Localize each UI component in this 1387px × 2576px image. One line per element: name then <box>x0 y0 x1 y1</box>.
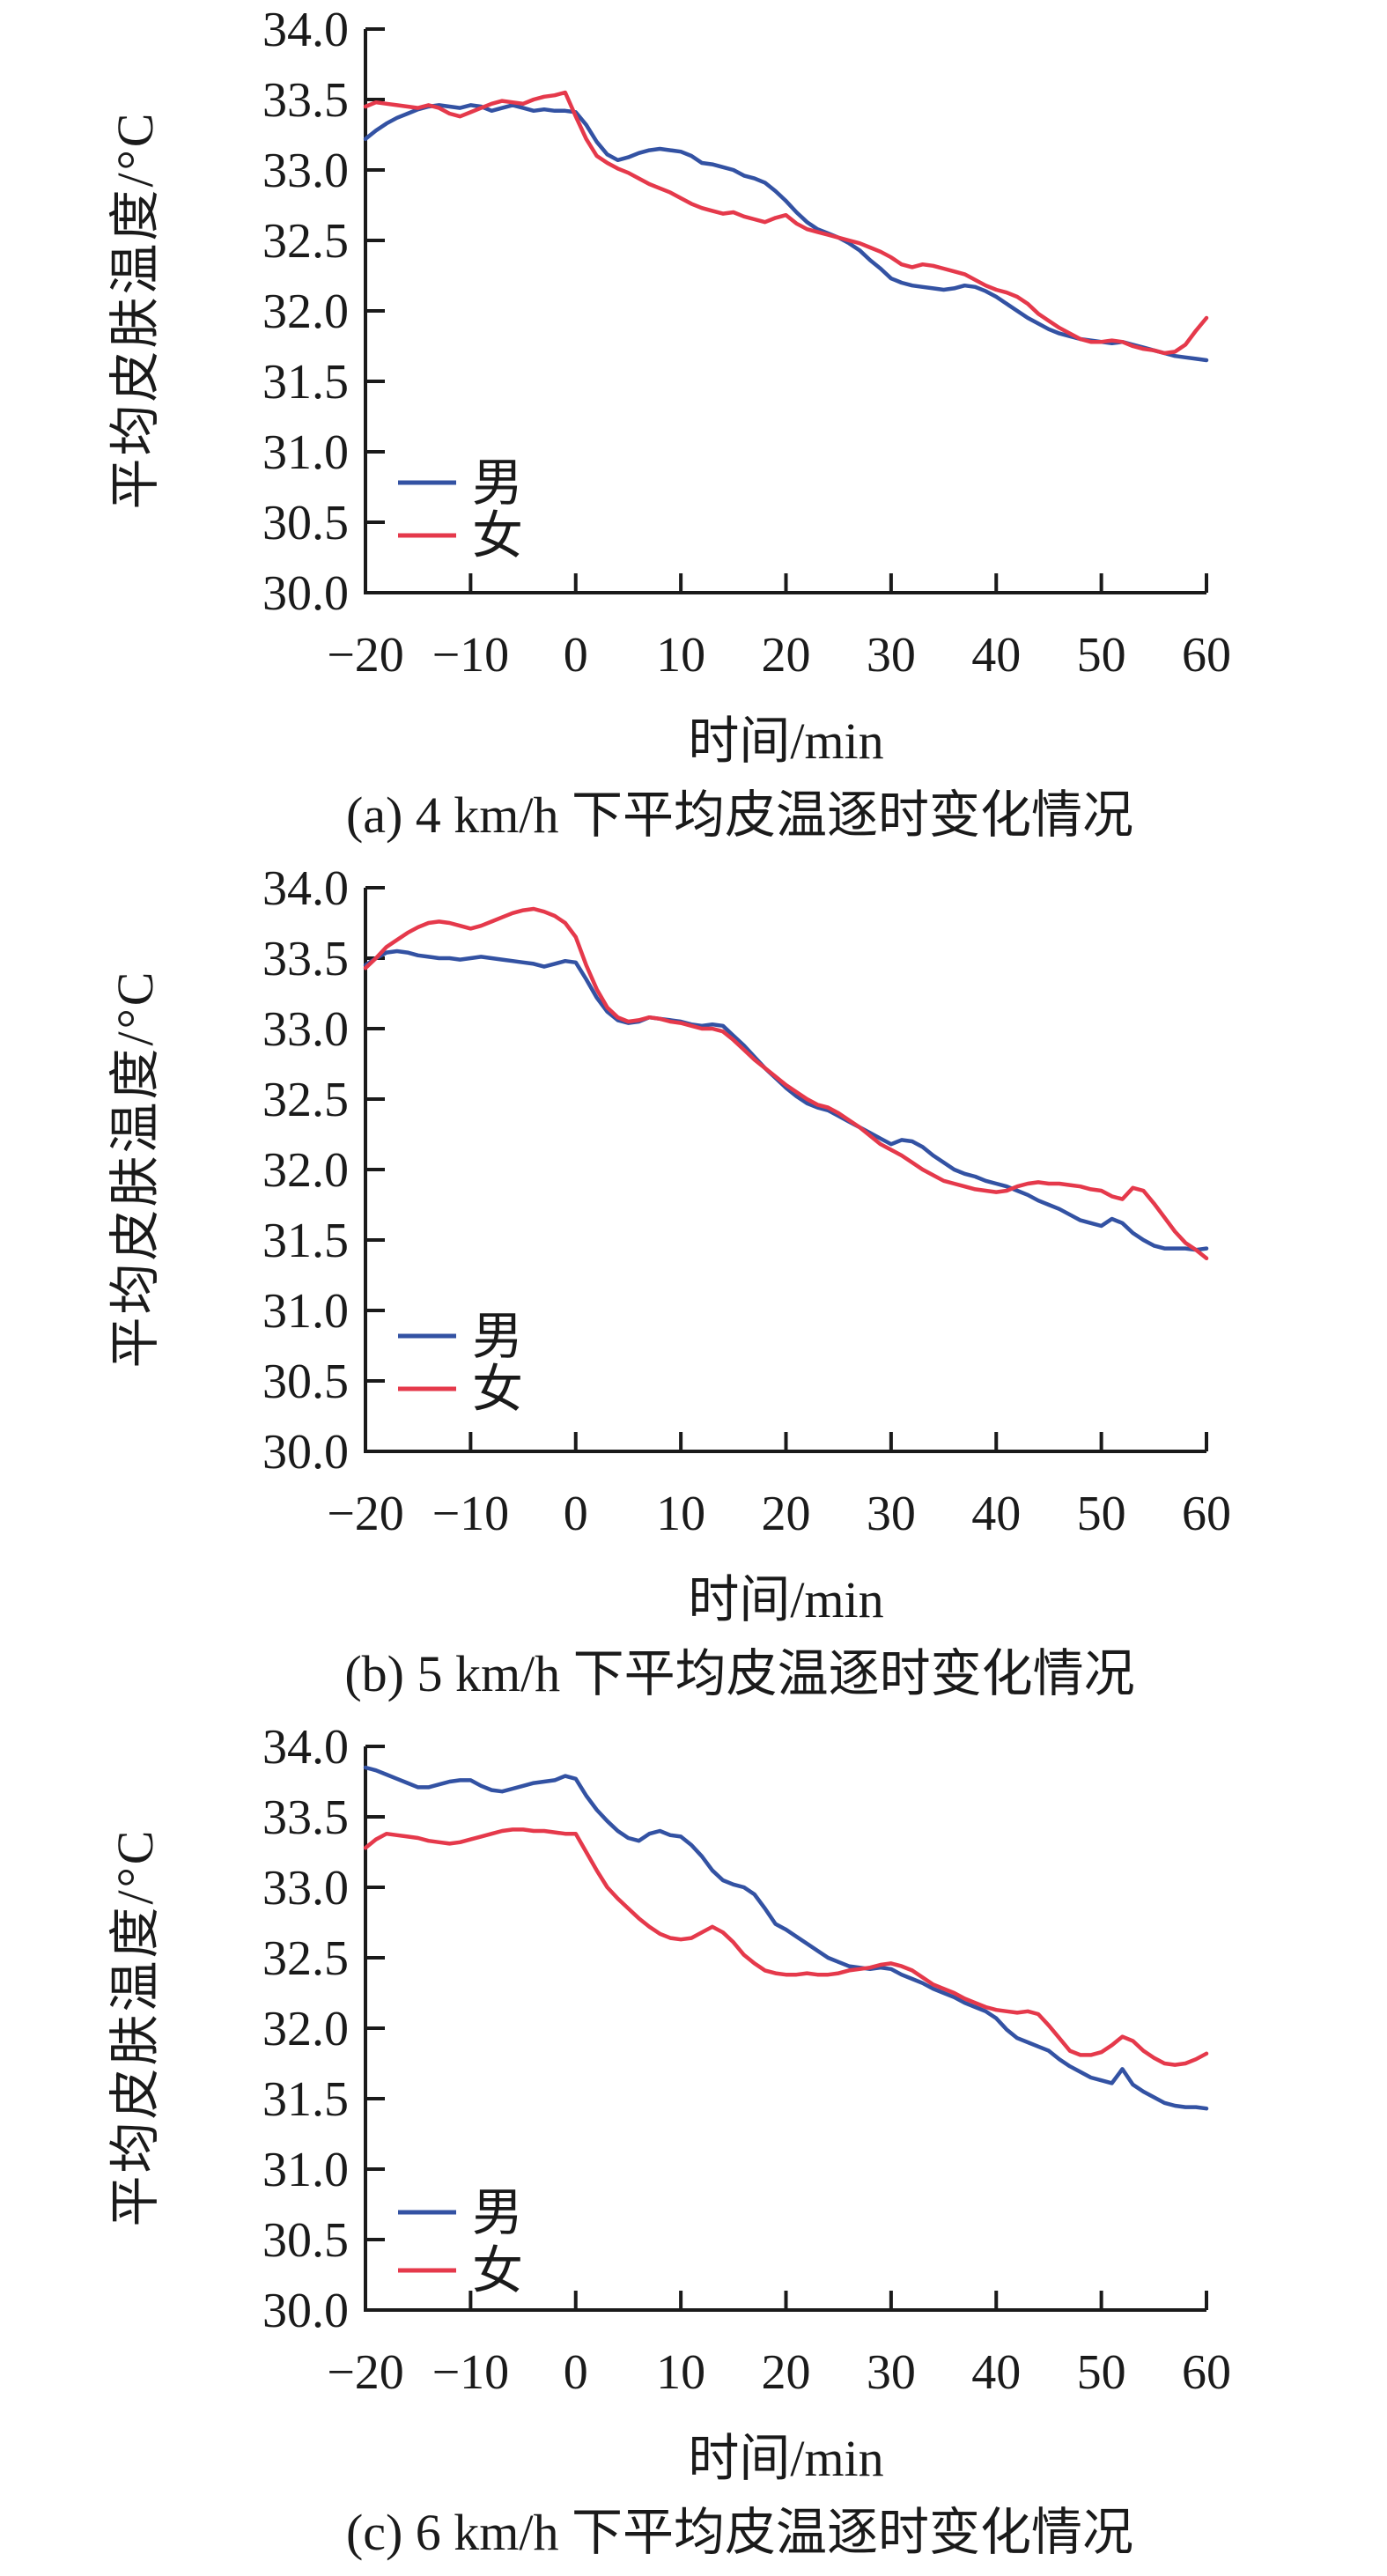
legend-label-male: 男 <box>472 2184 523 2241</box>
y-tick-label: 32.5 <box>262 214 349 269</box>
x-tick-label: −20 <box>327 628 404 683</box>
y-tick-label: 32.5 <box>262 1073 349 1127</box>
series-line-male <box>363 1765 1209 2111</box>
series-line-male <box>363 103 1209 363</box>
x-tick-label: 30 <box>867 2345 916 2400</box>
y-axis-title: 平均皮肤温度/°C <box>107 110 164 510</box>
chart-5kmh: 34.0 33.5 33.0 32.5 32.0 31.5 31.0 30.5 30.0 −20−… <box>0 859 1387 1717</box>
plot-area-6kmh: 34.0 33.5 33.0 32.5 32.0 31.5 31.0 30.5 30.0 −20−… <box>262 1720 1231 2400</box>
chart-6kmh: 34.0 33.5 33.0 32.5 32.0 31.5 31.0 30.5 30.0 −20−… <box>0 1717 1387 2576</box>
y-tick-label: 31.5 <box>262 1214 349 1268</box>
series-line-female <box>363 1827 1209 2067</box>
x-axis-title: 时间/min <box>688 1571 884 1628</box>
x-tick-label: 10 <box>656 628 705 683</box>
y-tick-label: 34.0 <box>262 861 349 916</box>
y-tick-label: 32.0 <box>262 1143 349 1198</box>
x-tick-label: 20 <box>762 1487 811 1541</box>
chart-4kmh: 34.0 33.5 33.0 32.5 32.0 31.5 31.0 30.5 30.0 −20−… <box>0 0 1387 859</box>
x-tick-label: −20 <box>327 1487 404 1541</box>
y-tick-label: 30.0 <box>262 2284 349 2338</box>
x-tick-label: −20 <box>327 2345 404 2400</box>
x-tick-label: 60 <box>1182 1487 1231 1541</box>
y-tick-label: 32.0 <box>262 284 349 339</box>
y-tick-label: 30.5 <box>262 2213 349 2268</box>
x-tick-label: 60 <box>1182 628 1231 683</box>
y-tick-label: 32.5 <box>262 1931 349 1986</box>
x-tick-label: 20 <box>762 2345 811 2400</box>
legend-label-male: 男 <box>472 454 523 512</box>
y-tick-label: 31.5 <box>262 2072 349 2127</box>
series-line-female <box>363 90 1209 356</box>
y-tick-label: 33.5 <box>262 932 349 986</box>
x-tick-label: 10 <box>656 1487 705 1541</box>
y-tick-label: 34.0 <box>262 1720 349 1775</box>
y-tick-label: 31.0 <box>262 425 349 480</box>
x-tick-label: −10 <box>432 2345 510 2400</box>
series-line-male <box>363 948 1209 1252</box>
x-tick-label: 40 <box>971 628 1021 683</box>
y-tick-label: 33.0 <box>262 1861 349 1915</box>
y-tick-label: 33.5 <box>262 1790 349 1845</box>
x-tick-label: 60 <box>1182 2345 1231 2400</box>
plot-area-4kmh: 34.0 33.5 33.0 32.5 32.0 31.5 31.0 30.5 30.0 −20−… <box>262 3 1231 683</box>
x-tick-label: −10 <box>432 1487 510 1541</box>
y-tick-label: 32.0 <box>262 2002 349 2056</box>
x-tick-label: 10 <box>656 2345 705 2400</box>
x-tick-label: 40 <box>971 2345 1021 2400</box>
y-tick-label: 30.5 <box>262 1354 349 1409</box>
x-tick-label: 20 <box>762 628 811 683</box>
y-tick-label: 33.0 <box>262 1002 349 1057</box>
x-tick-label: 50 <box>1077 628 1126 683</box>
y-tick-label: 34.0 <box>262 3 349 57</box>
y-tick-label: 30.0 <box>262 1425 349 1480</box>
y-tick-label: 31.0 <box>262 1284 349 1339</box>
x-tick-label: 30 <box>867 628 916 683</box>
y-tick-label: 31.5 <box>262 355 349 410</box>
x-tick-label: 0 <box>564 2345 588 2400</box>
x-tick-label: 0 <box>564 1487 588 1541</box>
x-tick-label: 40 <box>971 1487 1021 1541</box>
x-tick-label: 50 <box>1077 2345 1126 2400</box>
x-axis-title: 时间/min <box>688 2430 884 2487</box>
y-tick-label: 31.0 <box>262 2143 349 2197</box>
plot-area-5kmh: 34.0 33.5 33.0 32.5 32.0 31.5 31.0 30.5 30.0 −20−… <box>262 861 1231 1541</box>
legend-label-female: 女 <box>472 1361 523 1418</box>
x-tick-label: 50 <box>1077 1487 1126 1541</box>
y-tick-label: 33.5 <box>262 73 349 128</box>
legend-label-female: 女 <box>472 507 523 565</box>
y-tick-label: 30.0 <box>262 566 349 621</box>
chart-caption: (c) 6 km/h 下平均皮温逐时变化情况 <box>345 2504 1134 2561</box>
chart-caption: (a) 4 km/h 下平均皮温逐时变化情况 <box>345 786 1134 844</box>
x-tick-label: 30 <box>867 1487 916 1541</box>
y-tick-label: 33.0 <box>262 144 349 198</box>
legend-label-male: 男 <box>472 1308 523 1365</box>
legend-label-female: 女 <box>472 2242 523 2299</box>
y-tick-label: 30.5 <box>262 496 349 550</box>
x-tick-label: 0 <box>564 628 588 683</box>
x-axis-title: 时间/min <box>688 712 884 770</box>
y-axis-title: 平均皮肤温度/°C <box>107 969 164 1369</box>
chart-caption: (b) 5 km/h 下平均皮温逐时变化情况 <box>344 1645 1135 1702</box>
x-tick-label: −10 <box>432 628 510 683</box>
series-line-female <box>363 906 1209 1261</box>
y-axis-title: 平均皮肤温度/°C <box>107 1827 164 2227</box>
